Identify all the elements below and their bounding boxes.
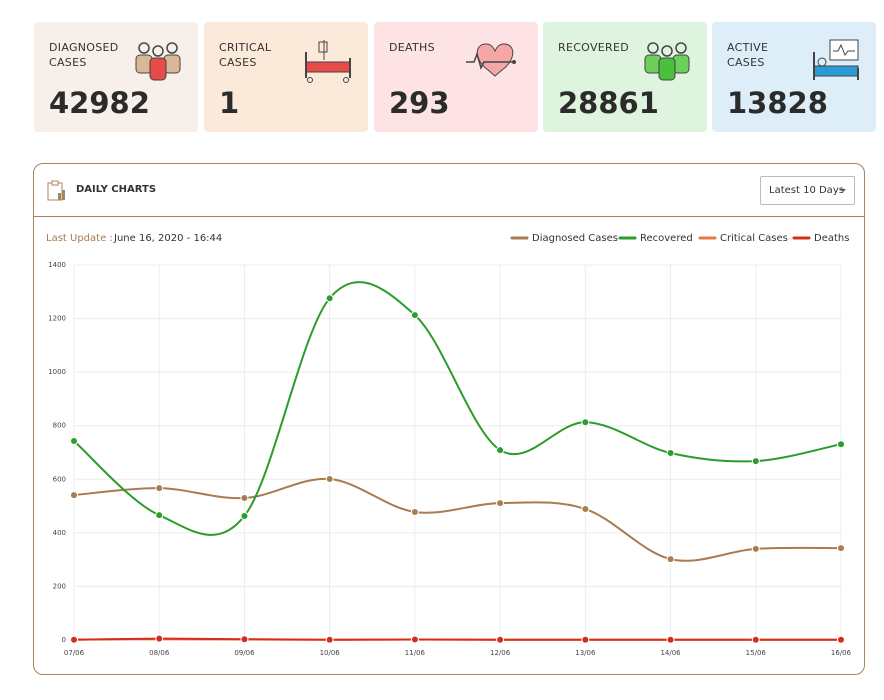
card-label: DEATHS: [389, 41, 435, 54]
card-label: RECOVERED: [558, 41, 629, 54]
data-point: [666, 555, 675, 564]
y-tick-label: 1400: [48, 261, 66, 269]
panel-icon: [47, 180, 65, 201]
card-value: 293: [389, 86, 450, 120]
data-point: [581, 635, 590, 644]
x-tick-label: 16/06: [831, 649, 852, 657]
data-point: [155, 634, 164, 643]
y-tick-label: 600: [53, 475, 66, 483]
stat-card: RECOVERED 28861: [543, 22, 707, 132]
series-line: [73, 281, 842, 536]
data-point: [496, 499, 505, 508]
data-point: [410, 507, 419, 516]
card-label: ACTIVE CASES: [727, 41, 769, 69]
data-point: [155, 484, 164, 493]
icon: [644, 42, 690, 81]
range-dropdown[interactable]: Latest 10 Days: [760, 176, 855, 205]
data-point: [410, 311, 419, 320]
data-point: [837, 635, 845, 644]
last-update: June 16, 2020 - 16:44: [114, 233, 223, 244]
y-tick-label: 1000: [48, 368, 66, 376]
divider: [34, 216, 864, 217]
legend-label: Deaths: [814, 233, 849, 244]
data-point: [70, 491, 78, 500]
data-point: [240, 635, 249, 644]
icon: [813, 39, 859, 80]
last-update-label: Last Update :: [46, 233, 113, 244]
data-point: [70, 436, 78, 445]
data-point: [155, 511, 164, 520]
card-value: 28861: [558, 86, 659, 120]
data-point: [496, 635, 505, 644]
y-tick-label: 1200: [48, 315, 66, 323]
x-tick-label: 09/06: [234, 649, 255, 657]
legend-label: Diagnosed Cases: [532, 233, 618, 244]
data-point: [666, 449, 675, 458]
x-tick-label: 10/06: [320, 649, 341, 657]
x-tick-label: 15/06: [746, 649, 767, 657]
icon: [466, 43, 516, 77]
data-point: [410, 635, 419, 644]
y-tick-label: 400: [53, 529, 66, 537]
data-point: [325, 475, 334, 484]
data-point: [751, 544, 760, 553]
data-point: [240, 494, 249, 503]
card-label: CRITICAL CASES: [219, 41, 272, 69]
y-tick-label: 0: [62, 636, 66, 644]
legend-label: Critical Cases: [720, 233, 788, 244]
data-point: [751, 457, 760, 466]
data-point: [70, 635, 78, 644]
stat-card: ACTIVE CASES 13828: [712, 22, 876, 132]
x-tick-label: 08/06: [149, 649, 170, 657]
card-value: 1: [219, 86, 240, 120]
x-tick-label: 11/06: [405, 649, 426, 657]
x-tick-label: 07/06: [64, 649, 85, 657]
x-tick-label: 13/06: [575, 649, 596, 657]
card-value: 42982: [49, 86, 150, 120]
stat-card: DIAGNOSED CASES 42982: [34, 22, 198, 132]
card-label: DIAGNOSED CASES: [49, 41, 119, 69]
chart-panel: DAILY CHARTS Latest 10 Days Last Update …: [33, 163, 865, 675]
data-point: [581, 418, 590, 427]
stat-card: CRITICAL CASES 1: [204, 22, 368, 132]
stat-card: DEATHS 293: [374, 22, 538, 132]
panel-title: DAILY CHARTS: [76, 184, 157, 195]
data-point: [496, 446, 505, 455]
data-point: [666, 635, 675, 644]
y-tick-label: 800: [53, 422, 66, 430]
y-tick-label: 200: [53, 582, 66, 590]
card-value: 13828: [727, 86, 828, 120]
legend-label: Recovered: [640, 233, 693, 244]
series-line: [73, 477, 842, 562]
data-point: [751, 635, 760, 644]
data-point: [581, 505, 590, 514]
data-point: [837, 544, 845, 553]
x-tick-label: 12/06: [490, 649, 511, 657]
data-point: [325, 635, 334, 644]
series-line: [73, 637, 841, 641]
icon: [135, 42, 181, 81]
data-point: [240, 511, 249, 520]
data-point: [325, 294, 334, 303]
x-tick-label: 14/06: [660, 649, 681, 657]
icon: [305, 40, 351, 83]
data-point: [837, 440, 845, 449]
